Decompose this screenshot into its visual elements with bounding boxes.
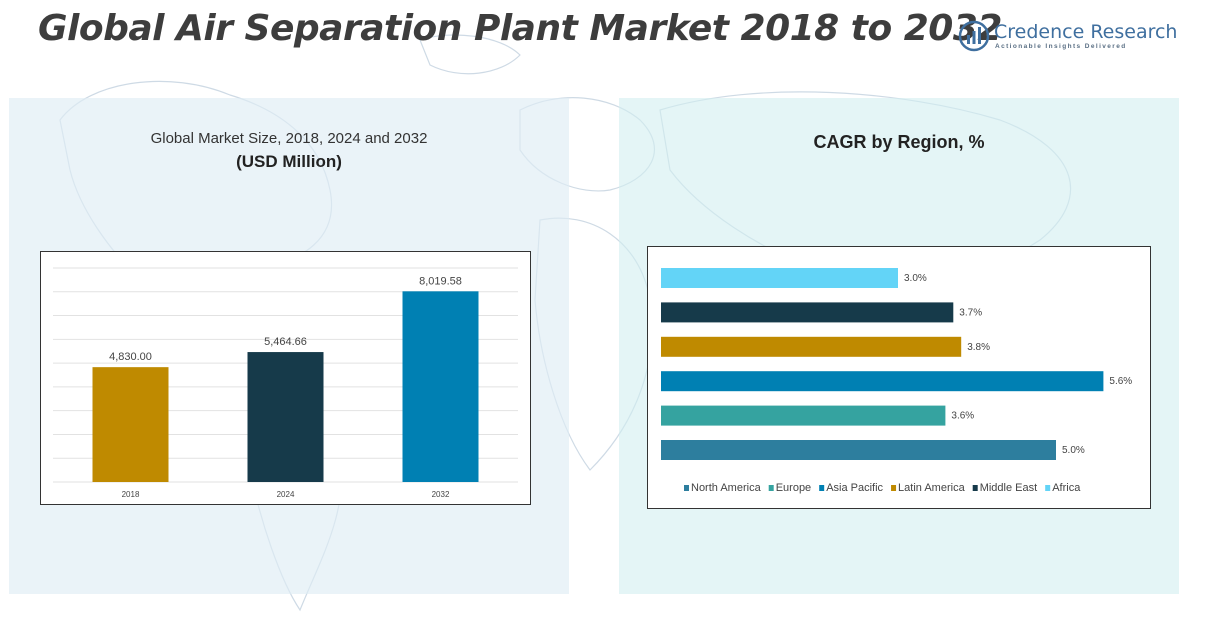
market-size-subtitle: (USD Million) <box>236 152 342 171</box>
data-label-2018: 4,830.00 <box>109 351 152 363</box>
legend-swatch-africa <box>1045 485 1051 491</box>
bar-europe <box>661 405 946 426</box>
bar-2024 <box>247 352 324 482</box>
bar-chart-logo-icon <box>958 20 990 52</box>
legend-swatch-latin-america <box>891 485 897 491</box>
logo-tagline: Actionable Insights Delivered <box>995 43 1127 50</box>
data-label-2024: 5,464.66 <box>264 336 307 348</box>
market-size-chart: 4,830.00 2018 5,464.66 2024 8,019.58 2032 <box>40 251 531 505</box>
bar-asia-pacific <box>661 371 1104 392</box>
legend: North America Europe Asia Pacific Latin Ame… <box>684 482 1081 494</box>
data-label-north-america: 5.0% <box>1062 445 1085 456</box>
legend-swatch-middle-east <box>972 485 978 491</box>
bar-2032 <box>402 291 479 482</box>
legend-label-africa: Africa <box>1052 482 1081 494</box>
data-label-africa: 3.0% <box>904 273 927 284</box>
legend-label-middle-east: Middle East <box>980 482 1037 494</box>
legend-swatch-europe <box>768 485 774 491</box>
page-title: Global Air Separation Plant Market 2018 … <box>38 8 1002 49</box>
data-label-europe: 3.6% <box>951 411 974 422</box>
legend-label-north-america: North America <box>691 482 762 494</box>
x-tick-2032: 2032 <box>432 490 450 499</box>
data-label-2032: 8,019.58 <box>419 275 462 287</box>
data-label-middle-east: 3.7% <box>959 307 982 318</box>
legend-label-latin-america: Latin America <box>898 482 966 494</box>
cagr-chart: 3.0% 3.7% 3.8% 5.6% 3.6% 5.0% North America Eur… <box>647 246 1151 509</box>
market-size-bar-chart: 4,830.00 2018 5,464.66 2024 8,019.58 2032 <box>53 267 518 499</box>
data-label-latin-america: 3.8% <box>967 342 990 353</box>
legend-swatch-north-america <box>684 485 689 491</box>
bar-latin-america <box>661 336 962 357</box>
legend-label-asia-pacific: Asia Pacific <box>826 482 883 494</box>
bar-africa <box>661 268 898 288</box>
cagr-title: CAGR by Region, % <box>813 132 985 152</box>
bar-2018 <box>92 367 169 482</box>
x-tick-2018: 2018 <box>122 490 140 499</box>
x-tick-2024: 2024 <box>277 490 295 499</box>
data-label-asia-pacific: 5.6% <box>1109 376 1132 387</box>
market-size-title: Global Market Size, 2018, 2024 and 2032 <box>150 130 428 147</box>
logo-name: Credence Research <box>994 21 1178 43</box>
cagr-bar-chart: 3.0% 3.7% 3.8% 5.6% 3.6% 5.0% North America Eur… <box>661 268 1132 494</box>
legend-label-europe: Europe <box>776 482 811 494</box>
brand-logo: Credence Research Actionable Insights De… <box>958 18 1177 58</box>
bar-middle-east <box>661 302 954 323</box>
legend-swatch-asia-pacific <box>819 485 825 491</box>
bar-north-america <box>661 440 1056 460</box>
